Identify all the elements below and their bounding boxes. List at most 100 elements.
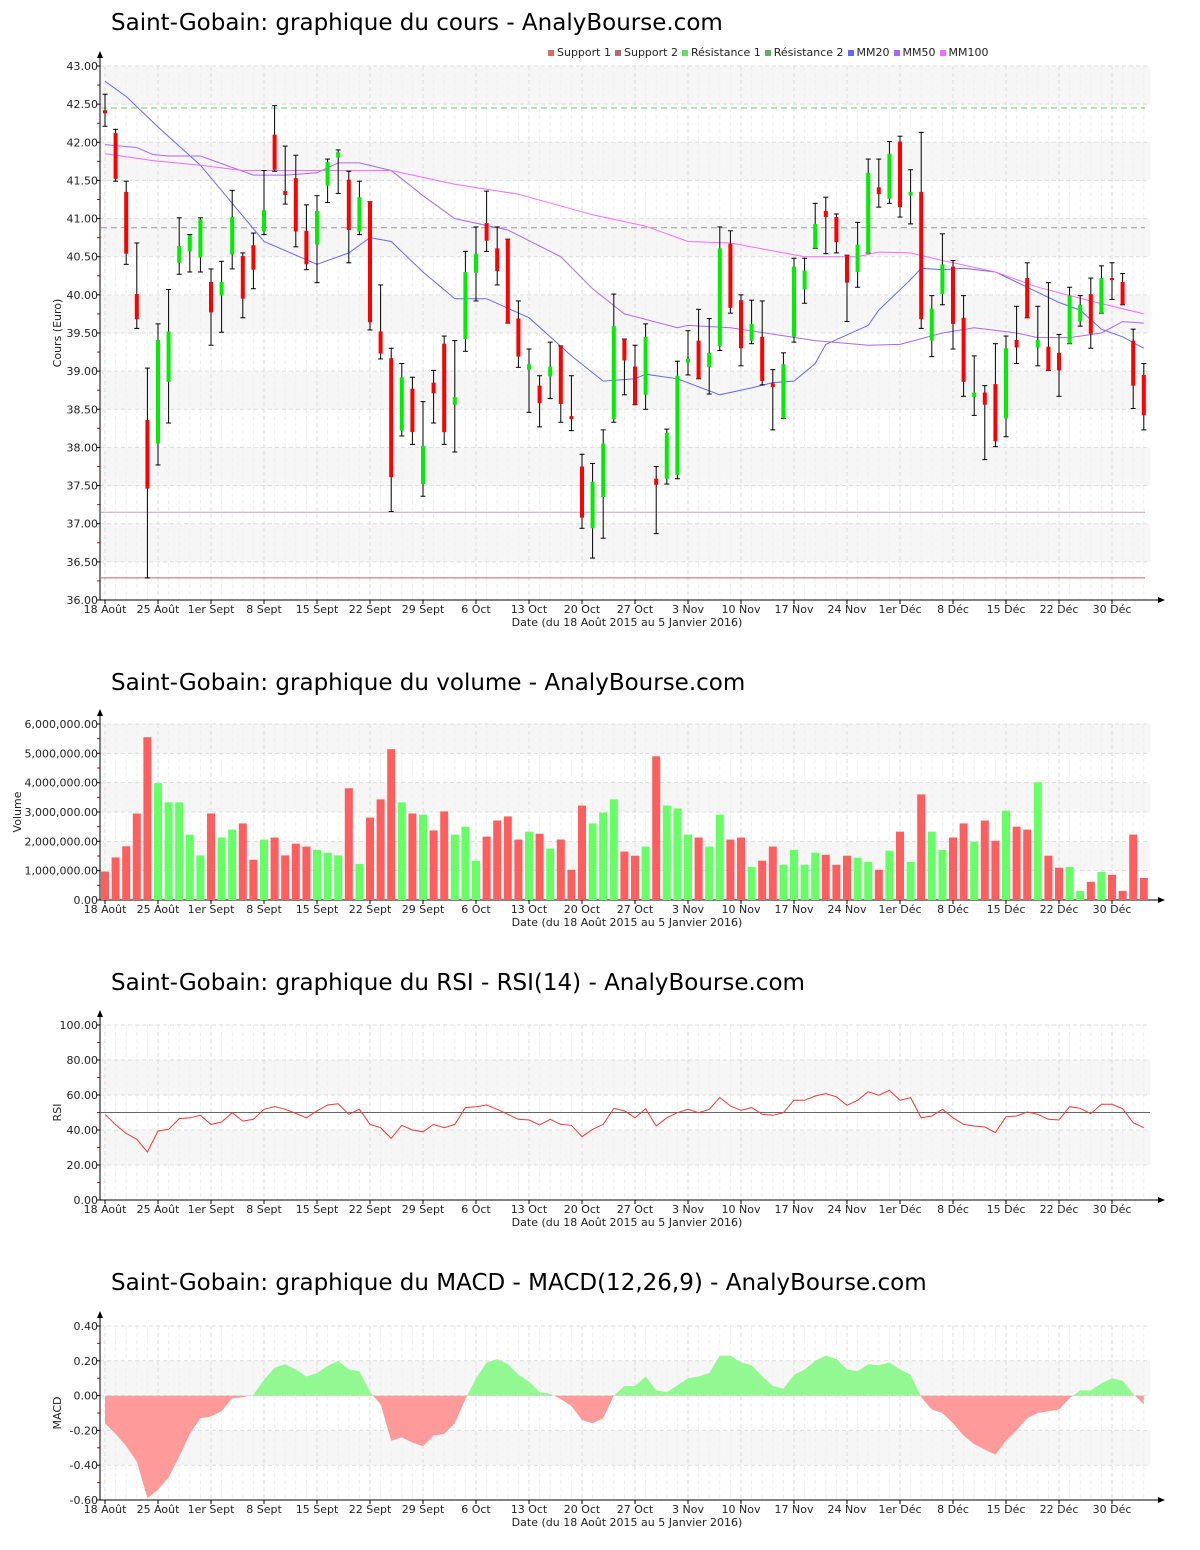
legend-swatch	[893, 49, 900, 56]
legend-item-resistance-2: Résistance 2	[764, 46, 844, 59]
volume-bar	[175, 802, 184, 900]
x-tick-label: 1er Déc	[878, 1503, 921, 1516]
grid-band	[101, 1060, 1150, 1095]
macd-positive-area	[249, 1355, 1135, 1396]
y-tick-label: 36.00	[67, 594, 99, 607]
volume-bar	[811, 852, 820, 900]
volume-bar	[694, 837, 703, 900]
candle	[632, 344, 638, 406]
candle	[409, 376, 415, 445]
volume-bar	[122, 846, 131, 900]
x-tick-label: 1er Sept	[188, 603, 236, 616]
candle-body	[134, 294, 139, 320]
volume-bar	[631, 855, 639, 900]
volume-bar	[493, 820, 502, 900]
price-chart-legend: Support 1 Support 2 Résistance 1 Résista…	[548, 46, 988, 59]
candle	[600, 429, 606, 539]
candle-body	[346, 179, 351, 231]
x-tick-label: 22 Sept	[349, 1203, 392, 1216]
volume-bar	[938, 849, 947, 900]
candle-body	[103, 110, 107, 114]
y-tick-label: -0.20	[70, 1424, 98, 1437]
rsi-chart-title: Saint-Gobain: graphique du RSI - RSI(14)…	[111, 970, 805, 996]
candle-body	[1078, 304, 1083, 322]
y-tick-label: 42.00	[67, 136, 99, 149]
x-tick-label: 18 Août	[84, 1503, 128, 1516]
y-axis-title: RSI	[51, 1104, 64, 1122]
candle	[558, 345, 564, 423]
x-tick-label: 13 Oct	[511, 603, 548, 616]
x-axis-title: Date (du 18 Août 2015 au 5 Janvier 2016)	[512, 1516, 743, 1529]
legend-label: Résistance 1	[690, 46, 761, 59]
legend-swatch	[847, 49, 854, 56]
volume-bar	[768, 846, 777, 900]
volume-bar	[906, 861, 915, 900]
volume-bar	[535, 833, 544, 900]
candle	[1067, 286, 1073, 345]
candle-body	[664, 432, 669, 479]
volume-bar	[1023, 829, 1032, 900]
volume-bar	[546, 848, 555, 900]
x-tick-label: 22 Sept	[349, 603, 392, 616]
y-tick-label: 0.00	[74, 1390, 99, 1403]
volume-bar	[737, 837, 745, 900]
x-tick-label: 17 Nov	[775, 903, 814, 916]
candle	[929, 295, 935, 358]
candle-body	[463, 271, 468, 340]
volume-bar	[821, 854, 830, 900]
legend-label: Support 2	[623, 46, 678, 59]
volume-bar	[1065, 866, 1074, 900]
x-tick-label: 27 Oct	[617, 603, 654, 616]
candle	[505, 238, 511, 324]
candle-body	[993, 384, 998, 442]
candle	[685, 330, 691, 376]
legend-label: MM50	[902, 46, 936, 59]
y-tick-label: 0.40	[74, 1320, 99, 1333]
volume-bar	[101, 871, 109, 900]
y-tick-label: 43.00	[67, 60, 99, 73]
candle	[462, 250, 468, 352]
mm50-line	[104, 144, 1144, 346]
candle	[1045, 282, 1051, 371]
x-tick-label: 24 Nov	[828, 1203, 867, 1216]
volume-bar	[281, 855, 290, 900]
x-tick-label: 1er Sept	[188, 1203, 236, 1216]
candle-body	[961, 317, 966, 382]
legend-label: Support 1	[557, 46, 611, 59]
x-tick-label: 29 Sept	[402, 903, 445, 916]
candle	[579, 453, 585, 529]
candle	[971, 355, 977, 416]
x-tick-label: 3 Nov	[672, 603, 704, 616]
candle-body	[262, 210, 266, 232]
legend-item-support-1: Support 1	[548, 46, 611, 59]
y-axis-arrow-icon	[97, 51, 103, 58]
candle	[1056, 334, 1062, 397]
candle	[197, 217, 203, 273]
candle-body	[696, 340, 701, 379]
volume-bar	[1055, 867, 1063, 900]
legend-label: Résistance 2	[773, 46, 844, 59]
x-tick-label: 25 Août	[137, 603, 181, 616]
x-tick-label: 18 Août	[84, 603, 128, 616]
candle	[897, 135, 903, 218]
candle	[1024, 262, 1030, 319]
candle-body	[421, 445, 425, 485]
candle-body	[898, 141, 902, 208]
grid-band	[101, 66, 1150, 105]
legend-swatch	[764, 49, 771, 56]
candle	[992, 343, 998, 448]
volume-bar	[790, 849, 798, 900]
volume-bar	[1129, 834, 1138, 900]
candle-body	[516, 318, 521, 357]
candle-body	[590, 481, 595, 529]
volume-bar	[111, 857, 120, 900]
candle-body	[919, 191, 924, 320]
y-tick-label: 5,000,000.00	[25, 747, 98, 760]
volume-bar	[641, 846, 650, 900]
candle-body	[770, 383, 775, 388]
candle-body	[717, 248, 722, 346]
y-tick-label: 40.50	[67, 251, 99, 264]
candle	[494, 226, 500, 286]
x-tick-label: 24 Nov	[828, 903, 867, 916]
volume-bar	[726, 839, 735, 900]
